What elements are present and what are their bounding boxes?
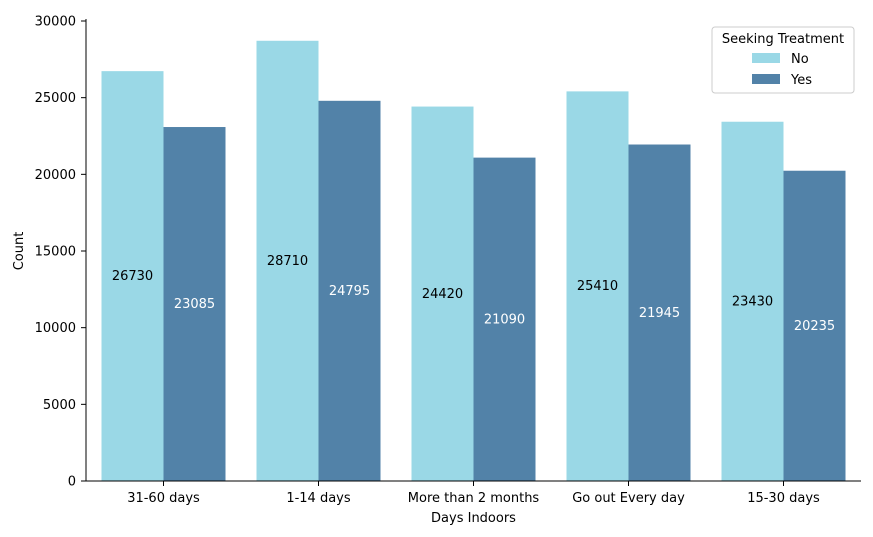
bar-labels-group: 26730 23085 28710 24795 24420 21090 25410 21945… (112, 254, 835, 334)
bar-yes-2 (473, 157, 536, 481)
x-axis-ticks: 31-60 days 1-14 days More than 2 months Go … (127, 481, 820, 506)
legend-label-yes: Yes (790, 73, 812, 88)
bar-value-label: 28710 (267, 254, 308, 269)
bars-group (101, 40, 846, 482)
y-tick-label: 30000 (35, 15, 76, 30)
bar-value-label: 21945 (639, 306, 680, 321)
x-tick-label: 1-14 days (286, 491, 351, 506)
x-axis-label: Days Indoors (431, 511, 516, 526)
bar-value-label: 26730 (112, 269, 153, 284)
bar-value-label: 23085 (174, 297, 215, 312)
legend-label-no: No (791, 52, 809, 67)
bar-yes-0 (163, 127, 226, 481)
bar-value-label: 20235 (794, 319, 835, 334)
bar-value-label: 24420 (422, 287, 463, 302)
bar-value-label: 25410 (577, 279, 618, 294)
bar-yes-3 (628, 144, 691, 481)
y-tick-label: 15000 (35, 245, 76, 260)
bar-no-4 (721, 121, 784, 482)
y-tick-label: 10000 (35, 321, 76, 336)
legend-swatch-no (752, 53, 780, 63)
x-tick-label: 15-30 days (747, 491, 820, 506)
bar-yes-1 (318, 100, 381, 481)
bar-yes-4 (783, 170, 846, 482)
y-axis-label: Count (12, 232, 27, 271)
bar-value-label: 23430 (732, 294, 773, 309)
y-tick-label: 5000 (43, 398, 76, 413)
y-tick-label: 0 (68, 475, 76, 490)
bar-no-0 (101, 71, 164, 481)
legend-items: No Yes (752, 52, 812, 88)
legend-swatch-yes (752, 74, 780, 84)
bar-no-3 (566, 91, 629, 481)
bar-no-2 (411, 106, 474, 481)
y-tick-label: 20000 (35, 168, 76, 183)
bar-no-1 (256, 40, 319, 481)
x-tick-label: More than 2 months (408, 491, 540, 506)
legend-box (711, 26, 855, 94)
bar-value-label: 24795 (329, 284, 370, 299)
legend: Seeking Treatment No Yes (711, 26, 855, 94)
y-axis-ticks: 0 5000 10000 15000 20000 25000 30000 (35, 15, 86, 490)
x-tick-label: 31-60 days (127, 491, 200, 506)
x-tick-label: Go out Every day (572, 491, 685, 506)
legend-title: Seeking Treatment (722, 32, 844, 47)
bar-value-label: 21090 (484, 312, 525, 327)
y-tick-label: 25000 (35, 91, 76, 106)
